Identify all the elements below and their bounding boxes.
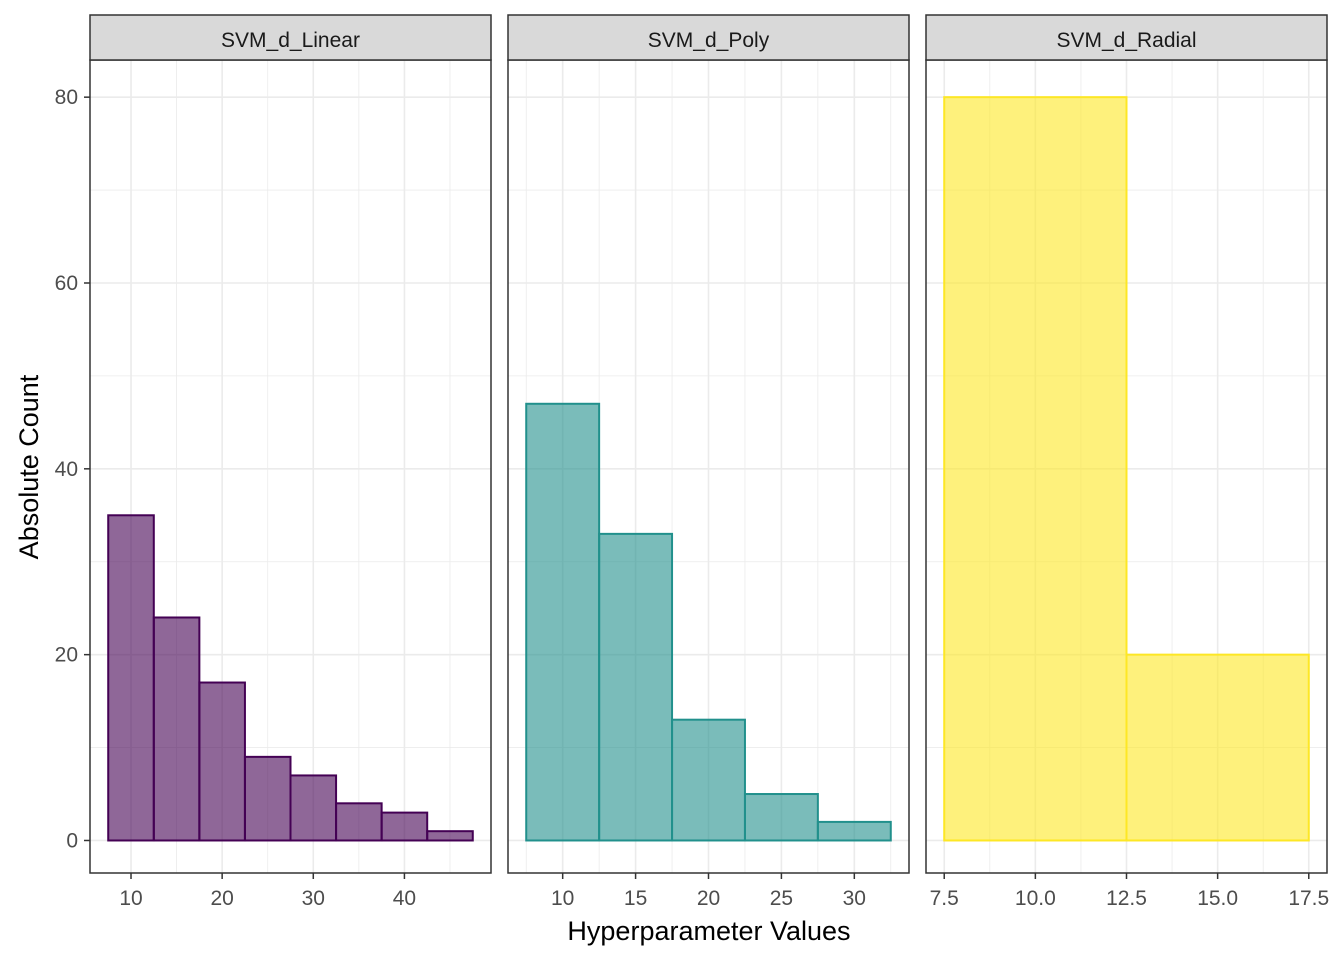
facet-strip-label: SVM_d_Poly xyxy=(648,29,770,52)
x-tick-label: 40 xyxy=(393,887,416,910)
histogram-bar xyxy=(243,755,292,842)
y-tick-label: 40 xyxy=(55,458,78,481)
histogram-bar xyxy=(525,402,601,842)
x-tick-label: 20 xyxy=(697,887,720,910)
histogram-bar xyxy=(598,532,674,842)
x-tick-label: 7.5 xyxy=(930,887,959,910)
x-tick-label: 10 xyxy=(551,887,574,910)
x-tick-label: 17.5 xyxy=(1288,887,1329,910)
histogram-bar xyxy=(816,820,892,842)
facet-strip-label: SVM_d_Linear xyxy=(221,29,360,52)
x-tick-label: 12.5 xyxy=(1106,887,1147,910)
x-tick-label: 30 xyxy=(843,887,866,910)
facet-strip xyxy=(507,14,910,61)
histogram-bar xyxy=(426,830,474,842)
histogram-bar xyxy=(335,802,383,842)
histogram-bar xyxy=(107,514,155,842)
facet-panel-1: SVM_d_Linear 10 20 30 40 xyxy=(89,14,492,910)
facet-strip xyxy=(925,14,1328,61)
y-tick-label: 80 xyxy=(55,86,78,109)
y-tick-label: 60 xyxy=(55,272,78,295)
histogram-bar xyxy=(743,793,819,842)
x-axis-title: Hyperparameter Values xyxy=(567,916,850,946)
facet-panel-3: SVM_d_Radial 7.5 10.0 12.5 15.0 17.5 xyxy=(925,14,1329,910)
facet-panel-2: SVM_d_Poly 10 15 20 25 30 xyxy=(507,14,910,910)
histogram-bar xyxy=(943,96,1128,842)
histogram-bar xyxy=(289,774,338,842)
histogram-bar xyxy=(1125,653,1310,842)
y-tick-label: 0 xyxy=(66,829,78,852)
x-tick-label: 10 xyxy=(119,887,142,910)
facet-panels: SVM_d_Linear 10 20 30 40 SVM_d_Poly 10 15 20 25 30… xyxy=(89,14,1329,910)
y-axis-title: Absolute Count xyxy=(14,374,44,559)
x-tick-label: 25 xyxy=(770,887,793,910)
x-tick-label: 20 xyxy=(210,887,233,910)
facet-strip-label: SVM_d_Radial xyxy=(1056,29,1196,52)
x-tick-label: 15 xyxy=(624,887,647,910)
histogram-bar xyxy=(152,616,201,842)
histogram-bar xyxy=(198,681,246,842)
histogram-bar xyxy=(380,811,429,842)
facet-strip xyxy=(89,14,492,61)
y-axis: 0 20 40 60 80 xyxy=(55,86,90,852)
x-tick-label: 10.0 xyxy=(1015,887,1056,910)
x-tick-label: 30 xyxy=(302,887,325,910)
y-tick-label: 20 xyxy=(55,644,78,667)
histogram-bar xyxy=(671,718,746,842)
x-tick-label: 15.0 xyxy=(1197,887,1238,910)
